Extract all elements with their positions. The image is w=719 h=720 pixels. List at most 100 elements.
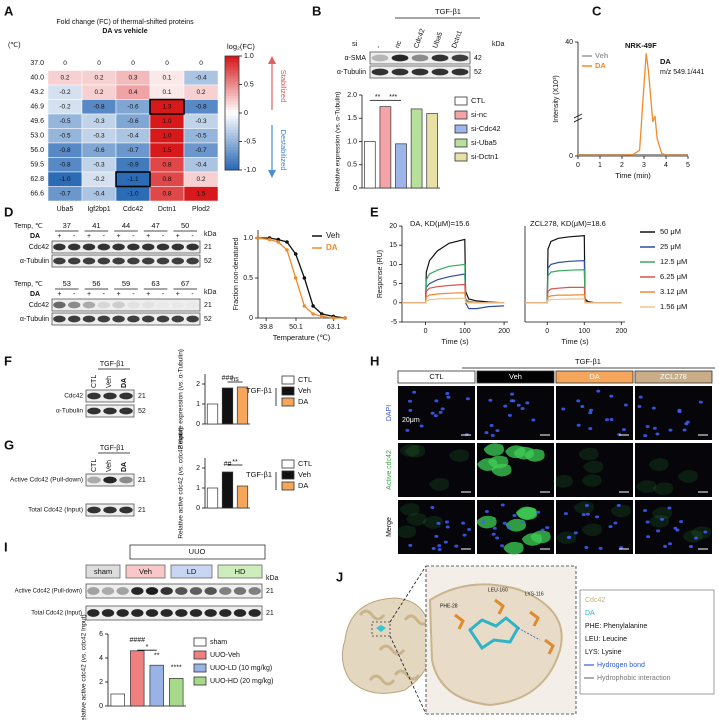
band: [119, 476, 133, 484]
heatmap-cell: [183, 186, 219, 202]
series-line: [525, 259, 622, 304]
cell-label: 0: [199, 60, 203, 67]
bar: [206, 403, 219, 425]
nucleus: [613, 521, 618, 525]
legend-label: CTL: [298, 375, 312, 384]
band: [53, 301, 66, 309]
y-axis-label: Relative expression (vs. α-Tubulin): [178, 349, 185, 449]
sign: -: [191, 291, 194, 298]
column-header: [555, 370, 634, 384]
nucleus: [645, 424, 650, 428]
bar: [236, 386, 249, 425]
lane-label: Veh: [106, 460, 113, 472]
legend-label: LYS: Lysine: [585, 649, 622, 656]
band: [67, 315, 81, 323]
sign: +: [176, 291, 180, 298]
residue: [529, 610, 540, 627]
y-tick-label: 0: [249, 315, 253, 322]
x-tick-label: 4: [664, 162, 668, 169]
colorbar-step: [225, 150, 239, 154]
colorbar-step: [225, 138, 239, 142]
band: [87, 587, 100, 595]
nucleus: [481, 520, 486, 524]
legend-label: 25 μM: [660, 242, 681, 251]
temp-label: 63: [151, 279, 159, 288]
cell-label: -0.6: [93, 147, 105, 154]
significance: ###: [222, 375, 234, 382]
x-axis-label: Time (s): [561, 337, 589, 346]
lane-label: CTL: [91, 375, 98, 388]
band: [131, 587, 144, 595]
x-tick-label: 0: [424, 328, 428, 335]
group-label: Veh: [139, 567, 152, 576]
legend-label: CTL: [298, 459, 312, 468]
nucleus: [652, 426, 657, 430]
cell: [516, 507, 538, 521]
temp-label: 53: [63, 279, 71, 288]
bar: [149, 664, 164, 707]
nucleus: [436, 521, 441, 525]
group-box: [217, 564, 263, 579]
cell-label: -1.1: [127, 176, 139, 183]
cell: [583, 460, 604, 474]
nucleus: [682, 428, 687, 432]
nucleus: [430, 411, 435, 415]
sign: -: [132, 291, 135, 298]
nucleus: [503, 404, 508, 408]
nucleus: [673, 526, 678, 530]
nucleus: [408, 408, 413, 412]
band: [87, 476, 101, 484]
row-label: 66.6: [30, 191, 44, 198]
legend-label: 12.5 μM: [660, 257, 687, 266]
temp-label: 44: [122, 221, 130, 230]
cell: [652, 482, 674, 496]
x-tick-label: 200: [615, 328, 627, 335]
legend-swatch: [193, 663, 207, 673]
colorbar-step: [225, 84, 239, 88]
point: [285, 248, 289, 252]
band: [112, 257, 125, 265]
band: [171, 243, 185, 251]
blot-label: Cdc42: [29, 302, 49, 309]
cell-label: -1.0: [127, 190, 139, 197]
sign: +: [146, 291, 150, 298]
nucleus: [643, 509, 648, 513]
colorbar-step: [225, 107, 239, 111]
micrograph: [635, 443, 712, 497]
helix: [378, 644, 406, 656]
nucleus: [467, 528, 472, 532]
legend-swatch: [454, 138, 468, 148]
nucleus: [431, 546, 436, 550]
band: [82, 243, 96, 251]
kda-label: 52: [474, 69, 482, 76]
band: [189, 587, 203, 595]
legend-label: DA: [298, 481, 308, 490]
nucleus: [419, 424, 424, 428]
significance: ####: [129, 637, 145, 644]
x-tick-label: 50.1: [289, 324, 303, 331]
legend-label: DA: [326, 243, 338, 252]
band: [127, 315, 140, 323]
cell: [503, 541, 524, 555]
cell-label: -0.7: [127, 147, 139, 154]
band: [175, 587, 188, 595]
label: Temp, ℃: [14, 281, 43, 288]
label: kDa: [204, 289, 217, 296]
cell-label: 0.8: [162, 190, 171, 197]
band: [97, 315, 111, 323]
column-label: Uba5: [57, 206, 74, 213]
cell-label: -0.5: [59, 132, 71, 139]
column-label: Dctn1: [158, 206, 176, 213]
nucleus: [502, 521, 507, 525]
label: Response (RU): [377, 250, 384, 298]
band: [103, 506, 117, 514]
band: [156, 315, 170, 323]
cell: [690, 526, 712, 540]
label: DA: [30, 291, 40, 298]
residue: [544, 638, 555, 655]
kda-label: 52: [204, 258, 212, 265]
band: [171, 257, 185, 265]
row-label: 43.2: [30, 89, 44, 96]
band: [175, 609, 188, 617]
